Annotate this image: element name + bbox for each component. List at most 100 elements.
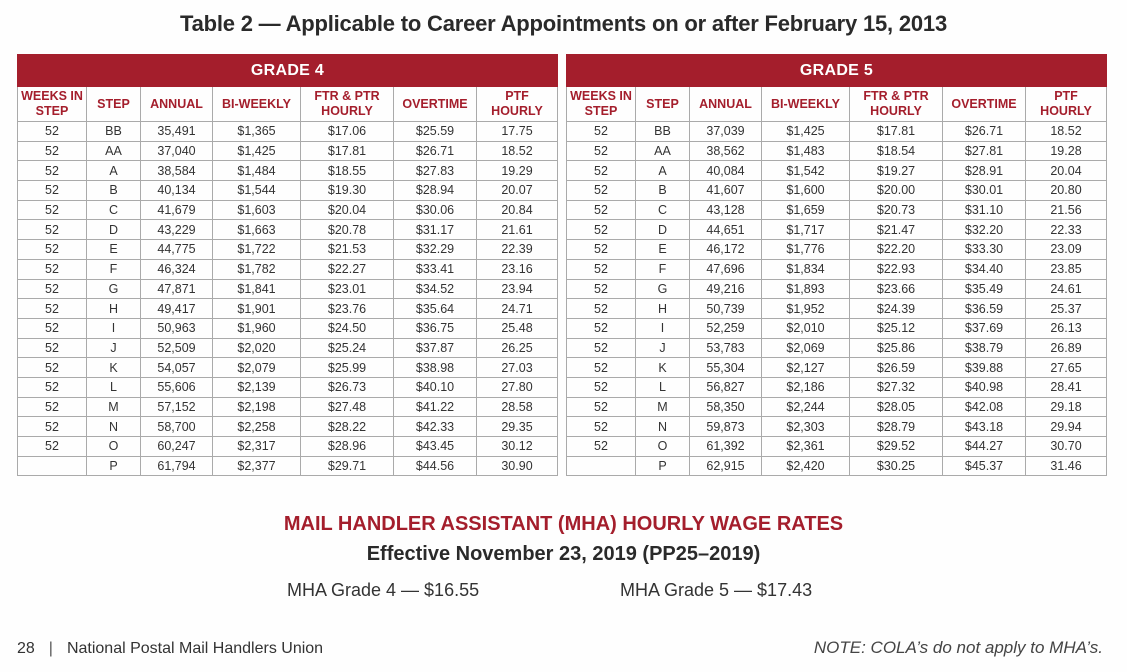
table-cell: $26.73 (300, 376, 394, 398)
table-cell: 56,827 (689, 376, 762, 398)
table-cell: 29.94 (1025, 416, 1107, 437)
table-cell: G (635, 278, 690, 300)
table-cell: 20.07 (476, 180, 558, 201)
table-cell: $25.59 (393, 121, 477, 142)
table-cell: H (635, 298, 690, 319)
table-cell: 43,229 (140, 219, 213, 241)
column-header: WEEKS IN STEP (566, 86, 636, 122)
table-cell: 44,775 (140, 239, 213, 260)
table-cell: $38.79 (942, 337, 1026, 359)
table-cell (566, 455, 636, 477)
table-cell: $26.71 (942, 121, 1026, 142)
table-cell: 53,783 (689, 337, 762, 359)
table-cell: 29.35 (476, 416, 558, 437)
table-cell: $41.22 (393, 396, 477, 418)
table-cell: 41,607 (689, 180, 762, 201)
column-header: OVERTIME (942, 86, 1026, 122)
table-cell: $43.18 (942, 416, 1026, 437)
table-cell: 52 (17, 317, 87, 339)
table-cell: 55,304 (689, 357, 762, 378)
table-cell: 23.09 (1025, 239, 1107, 260)
publisher-name: National Postal Mail Handlers Union (66, 640, 324, 657)
table-cell: $27.32 (849, 376, 943, 398)
table-cell: 40,084 (689, 160, 762, 182)
table-cell: $2,244 (761, 396, 850, 418)
table-cell: $1,776 (761, 239, 850, 260)
table-cell: $34.40 (942, 258, 1026, 280)
table-cell: J (86, 337, 141, 359)
table-cell: AA (635, 140, 690, 162)
table-cell: 52 (17, 396, 87, 418)
table-cell: 52 (17, 160, 87, 182)
mha-grade-4-rate: MHA Grade 4 — $16.55 (287, 580, 480, 600)
table-cell: $33.30 (942, 239, 1026, 260)
table-cell: G (86, 278, 141, 300)
table-cell: $1,841 (212, 278, 301, 300)
table-cell: H (86, 298, 141, 319)
grade-5-table: GRADE 5 WEEKS IN STEP STEP ANNUAL BI-WEEKLY… (566, 54, 1107, 477)
column-header: PTF HOURLY (476, 86, 558, 122)
table-cell: 52 (566, 416, 636, 437)
table-cell: 20.84 (476, 199, 558, 221)
table-cell: 52 (566, 376, 636, 398)
table-row: 52 F 46,324 $1,782 $22.27 $33.41 23.16 (17, 258, 558, 280)
table-cell: $33.41 (393, 258, 477, 280)
table-cell: 52 (17, 436, 87, 457)
table-row: 52 K 54,057 $2,079 $25.99 $38.98 27.03 (17, 357, 558, 378)
table-cell: 52 (17, 337, 87, 359)
table-cell: 37,039 (689, 121, 762, 142)
table-cell: $23.66 (849, 278, 943, 300)
table-cell: 23.94 (476, 278, 558, 300)
table-cell: K (86, 357, 141, 378)
table-cell: 52 (566, 160, 636, 182)
table-cell: 29.18 (1025, 396, 1107, 418)
table-cell: $1,782 (212, 258, 301, 280)
table-cell: A (86, 160, 141, 182)
table-cell: 54,057 (140, 357, 213, 378)
table-cell: 52 (566, 239, 636, 260)
table-cell: M (86, 396, 141, 418)
table-cell: $29.71 (300, 455, 394, 477)
cola-note: NOTE: COLA’s do not apply to MHA’s. (813, 638, 1103, 657)
table-cell: $37.87 (393, 337, 477, 359)
table-cell: $1,600 (761, 180, 850, 201)
table-cell: 17.75 (476, 121, 558, 142)
table-cell: $21.53 (300, 239, 394, 260)
table-cell: 30.12 (476, 436, 558, 457)
table-cell: 52 (17, 199, 87, 221)
table-cell: 25.48 (476, 317, 558, 339)
table-cell: $2,127 (761, 357, 850, 378)
table-row: 52 A 40,084 $1,542 $19.27 $28.91 20.04 (566, 160, 1107, 182)
table-cell: 57,152 (140, 396, 213, 418)
table-cell: N (635, 416, 690, 437)
table-cell: B (635, 180, 690, 201)
table-cell: 52 (17, 180, 87, 201)
table-cell: $30.06 (393, 199, 477, 221)
table-cell: $2,377 (212, 455, 301, 477)
table-cell: 50,739 (689, 298, 762, 319)
table-row: 52 M 58,350 $2,244 $28.05 $42.08 29.18 (566, 396, 1107, 418)
table-row: 52 F 47,696 $1,834 $22.93 $34.40 23.85 (566, 258, 1107, 280)
table-cell: D (635, 219, 690, 241)
table-cell: $2,139 (212, 376, 301, 398)
table-cell: 44,651 (689, 219, 762, 241)
table-cell: $40.98 (942, 376, 1026, 398)
table-row: 52 H 49,417 $1,901 $23.76 $35.64 24.71 (17, 298, 558, 319)
table-cell: 27.03 (476, 357, 558, 378)
table-cell: $2,317 (212, 436, 301, 457)
table-cell: $31.10 (942, 199, 1026, 221)
page-number: 28 (17, 640, 35, 657)
table-cell: $28.22 (300, 416, 394, 437)
grade-4-table: GRADE 4 WEEKS IN STEP STEP ANNUAL BI-WEEKLY… (17, 54, 558, 477)
table-cell: $17.06 (300, 121, 394, 142)
table-row: 52 G 49,216 $1,893 $23.66 $35.49 24.61 (566, 278, 1107, 300)
table-cell: 52 (17, 239, 87, 260)
table-cell: $27.81 (942, 140, 1026, 162)
table-cell: 23.16 (476, 258, 558, 280)
table-cell: B (86, 180, 141, 201)
table-row: 52 J 52,509 $2,020 $25.24 $37.87 26.25 (17, 337, 558, 359)
column-header: BI-WEEKLY (761, 86, 850, 122)
table-cell: 52 (566, 436, 636, 457)
table-cell: P (86, 455, 141, 477)
table-row: 52 H 50,739 $1,952 $24.39 $36.59 25.37 (566, 298, 1107, 319)
